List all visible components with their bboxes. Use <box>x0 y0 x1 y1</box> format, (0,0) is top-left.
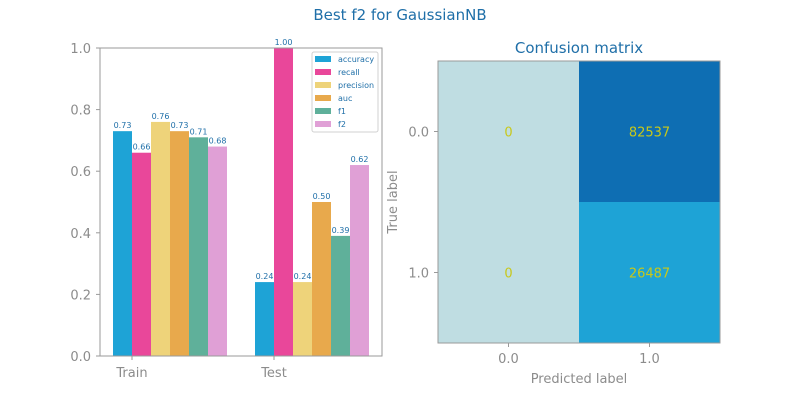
bar-value-label: 0.50 <box>313 192 331 201</box>
cm-cell-0-1 <box>579 61 720 202</box>
bar-precision-test <box>293 282 312 356</box>
confusion-matrix-frame <box>437 60 721 344</box>
legend-swatch-accuracy <box>315 56 331 62</box>
bar-value-label: 0.71 <box>190 127 208 136</box>
y-tick-label: 1.0 <box>70 42 91 57</box>
bar-f1-test <box>331 235 350 356</box>
confusion-matrix-title: Confusion matrix <box>515 39 643 57</box>
metrics-bar-chart: 0.0 0.2 0.4 0.6 0.8 1.0 Train Test 0.73 0.66 0.76… <box>70 38 383 381</box>
bar-accuracy-test <box>255 282 274 356</box>
legend-swatch-auc <box>315 95 331 101</box>
cm-cell-1-1 <box>579 202 720 343</box>
legend-label-auc: auc <box>338 94 352 103</box>
legend-swatch-precision <box>315 82 331 88</box>
bar-precision-train <box>151 121 170 356</box>
x-axis-label: Predicted label <box>531 372 628 387</box>
legend: accuracy recall precision auc f1 f2 <box>311 51 379 133</box>
bar-f1-train <box>189 137 208 356</box>
bar-value-label: 0.24 <box>256 272 274 281</box>
cm-y-tick-label: 0.0 <box>408 126 429 141</box>
bar-value-label: 0.24 <box>294 272 312 281</box>
bar-accuracy-train <box>113 131 132 356</box>
cm-cell-value: 0 <box>504 267 512 282</box>
y-tick-label: 0.2 <box>70 288 91 303</box>
confusion-matrix: Confusion matrix 0 82537 0 26487 0.0 1.0 0.0 1… <box>386 39 721 387</box>
legend-label-recall: recall <box>338 68 360 77</box>
bar-auc-train <box>170 131 189 356</box>
bar-value-label: 0.39 <box>332 226 350 235</box>
legend-swatch-f2 <box>315 121 331 127</box>
y-tick-label: 0.0 <box>70 350 91 365</box>
x-tick-label-test: Test <box>260 366 287 381</box>
x-tick-label-train: Train <box>115 366 147 381</box>
cm-x-tick-label: 1.0 <box>639 352 660 367</box>
y-tick-label: 0.6 <box>70 165 91 180</box>
cm-y-tick-label: 1.0 <box>408 267 429 282</box>
legend-label-f1: f1 <box>338 107 346 116</box>
cm-cell-value: 26487 <box>629 267 670 282</box>
bar-value-label: 1.00 <box>275 38 293 47</box>
bar-auc-test <box>312 202 331 356</box>
bar-recall-test <box>274 48 293 356</box>
cm-cell-value: 82537 <box>629 126 670 141</box>
cm-cell-0-0 <box>438 61 579 202</box>
bar-value-label: 0.76 <box>152 112 170 121</box>
bar-value-label: 0.66 <box>133 143 151 152</box>
bar-f2-train <box>208 146 227 356</box>
bar-value-label: 0.73 <box>114 121 132 130</box>
legend-label-precision: precision <box>338 81 374 90</box>
bar-value-label: 0.62 <box>351 155 369 164</box>
bar-recall-train <box>132 152 151 356</box>
cm-cell-1-0 <box>438 202 579 343</box>
bar-value-label: 0.73 <box>171 121 189 130</box>
y-axis-label: True label <box>386 170 401 234</box>
legend-swatch-recall <box>315 69 331 75</box>
bar-f2-test <box>350 165 369 356</box>
legend-label-accuracy: accuracy <box>338 55 374 64</box>
cm-x-tick-label: 0.0 <box>498 352 519 367</box>
figure-title: Best f2 for GaussianNB <box>313 6 486 24</box>
cm-cell-value: 0 <box>504 126 512 141</box>
y-tick-label: 0.4 <box>70 227 91 242</box>
y-tick-label: 0.8 <box>70 104 91 119</box>
bar-chart-frame <box>99 47 383 357</box>
legend-label-f2: f2 <box>338 120 346 129</box>
bar-value-label: 0.68 <box>209 137 227 146</box>
legend-swatch-f1 <box>315 108 331 114</box>
